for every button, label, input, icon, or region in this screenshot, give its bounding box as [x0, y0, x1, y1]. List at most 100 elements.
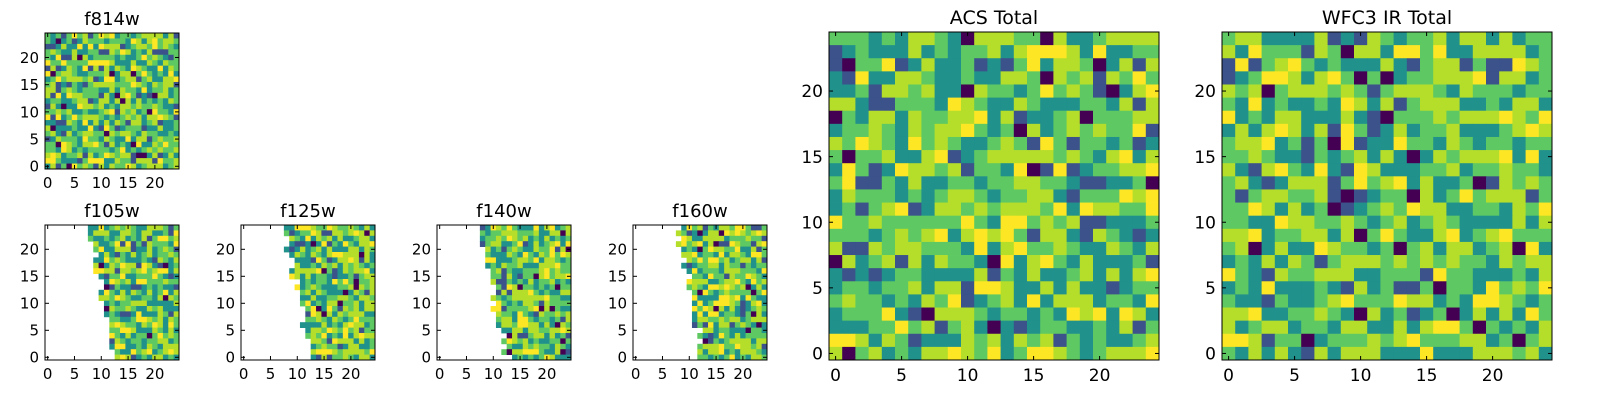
heatmap-cell — [45, 65, 51, 72]
heatmap-cell — [146, 141, 153, 148]
heatmap-cell — [554, 311, 561, 318]
heatmap-cell — [501, 273, 508, 280]
heatmap-cell — [750, 268, 757, 274]
heatmap-cell — [756, 252, 763, 258]
heatmap-cell — [120, 120, 126, 126]
heatmap-cell — [66, 141, 73, 148]
heatmap-cell — [157, 136, 164, 143]
y-tick-label: 5 — [421, 322, 431, 340]
heatmap-cell — [1093, 97, 1107, 112]
heatmap-cell — [538, 349, 545, 355]
heatmap-cell — [316, 262, 322, 269]
heatmap-cell — [321, 279, 328, 285]
heatmap-cell — [1040, 84, 1054, 98]
heatmap-cell — [1248, 333, 1262, 348]
heatmap-cell — [168, 333, 175, 339]
heatmap-cell — [77, 158, 83, 164]
y-tick-label: 0 — [225, 349, 235, 367]
heatmap-cell — [554, 338, 561, 345]
heatmap-cell — [713, 273, 720, 280]
heatmap-cell — [1261, 150, 1276, 164]
heatmap-cell — [114, 109, 121, 115]
heatmap-cell — [1288, 97, 1302, 112]
heatmap-cell — [66, 158, 73, 164]
heatmap-cell — [686, 262, 693, 269]
heatmap-cell — [168, 92, 175, 99]
heatmap-cell — [332, 306, 338, 312]
heatmap-cell — [1499, 241, 1513, 256]
heatmap-cell — [50, 152, 57, 159]
heatmap-cell — [1040, 294, 1054, 308]
heatmap-cell — [549, 311, 556, 318]
heatmap-cell — [1420, 294, 1434, 308]
heatmap-cell — [173, 225, 180, 231]
heatmap-cell — [1261, 346, 1276, 361]
heatmap-cell — [310, 300, 317, 307]
heatmap-cell — [1106, 307, 1120, 322]
heatmap-cell — [141, 136, 148, 143]
heatmap-cell — [1406, 32, 1421, 46]
heatmap-cell — [495, 252, 502, 258]
heatmap-cell — [114, 54, 121, 61]
heatmap-cell — [1053, 71, 1067, 85]
heatmap-cell — [554, 295, 561, 301]
heatmap-cell — [87, 235, 94, 242]
heatmap-cell — [868, 228, 883, 243]
heatmap-cell — [93, 130, 99, 137]
heatmap-cell — [934, 110, 949, 125]
heatmap-cell — [1354, 333, 1368, 348]
heatmap-cell — [1433, 320, 1447, 335]
heatmap-cell — [316, 257, 322, 264]
heatmap-cell — [299, 246, 306, 253]
heatmap-cell — [1053, 241, 1067, 256]
heatmap-cell — [1525, 202, 1540, 217]
heatmap-cell — [1525, 84, 1540, 98]
heatmap-cell — [750, 241, 757, 247]
heatmap-cell — [71, 65, 78, 72]
heatmap-cell — [686, 241, 693, 247]
heatmap-cell — [332, 279, 338, 285]
heatmap-cell — [829, 71, 843, 85]
heatmap-cell — [868, 189, 883, 203]
heatmap-cell — [348, 284, 354, 291]
heatmap-cell — [554, 354, 561, 361]
heatmap-cell — [745, 300, 752, 307]
heatmap-cell — [734, 235, 741, 242]
heatmap-cell — [974, 84, 988, 98]
heatmap-cell — [342, 230, 349, 237]
heatmap-cell — [713, 316, 720, 323]
heatmap-cell — [120, 92, 126, 99]
x-tick-label: 0 — [830, 366, 841, 386]
heatmap-cell — [908, 228, 922, 243]
heatmap-cell — [1486, 320, 1500, 335]
heatmap-cell — [501, 295, 508, 301]
heatmap-cell — [1013, 241, 1028, 256]
heatmap-cell — [544, 284, 550, 291]
heatmap-cell — [1446, 136, 1460, 151]
heatmap-cell — [756, 349, 763, 355]
heatmap-cell — [1106, 110, 1120, 125]
heatmap-cell — [109, 92, 116, 99]
heatmap-cell — [756, 241, 763, 247]
heatmap-cell — [77, 76, 83, 83]
heatmap-cell — [1314, 215, 1328, 230]
heatmap-cell — [364, 306, 371, 312]
heatmap-cell — [71, 81, 78, 88]
y-tick-label: 15 — [20, 268, 39, 286]
heatmap-cell — [321, 241, 328, 247]
heatmap-cell — [120, 257, 126, 264]
heatmap-cell — [358, 306, 365, 312]
heatmap-cell — [1079, 268, 1094, 282]
heatmap-cell — [1027, 97, 1041, 112]
panel-title: WFC3 IR Total — [1322, 7, 1452, 29]
heatmap-cell — [729, 225, 736, 231]
heatmap-cell — [1367, 294, 1381, 308]
heatmap-cell — [1248, 45, 1262, 59]
heatmap-cell — [87, 163, 94, 170]
heatmap-cell — [120, 343, 126, 350]
heatmap-cell — [490, 257, 497, 264]
heatmap-cell — [560, 241, 567, 247]
heatmap-cell — [565, 349, 572, 355]
heatmap-cell — [1406, 176, 1421, 190]
heatmap-cell — [756, 273, 763, 280]
